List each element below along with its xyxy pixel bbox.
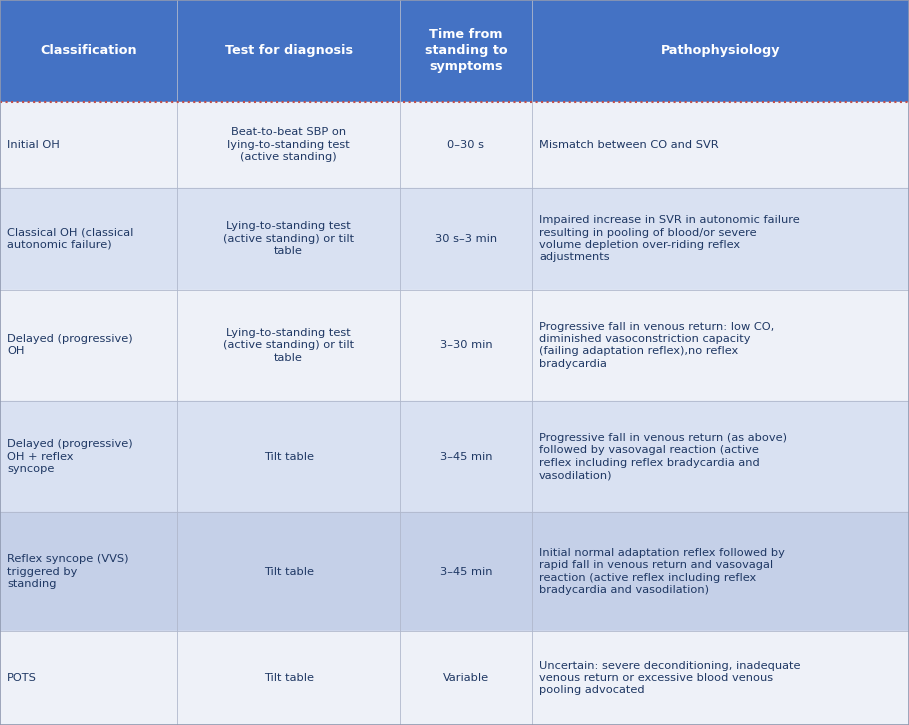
Bar (0, 188, 909, 289)
Text: 3–45 min: 3–45 min (440, 452, 492, 462)
Text: Lying-to-standing test
(active standing) or tilt
table: Lying-to-standing test (active standing)… (223, 328, 355, 362)
Text: Progressive fall in venous return (as above)
followed by vasovagal reaction (act: Progressive fall in venous return (as ab… (539, 433, 787, 480)
Text: Lying-to-standing test
(active standing) or tilt
table: Lying-to-standing test (active standing)… (223, 221, 355, 256)
Text: Reflex syncope (VVS)
triggered by
standing: Reflex syncope (VVS) triggered by standi… (7, 554, 129, 589)
Text: Classical OH (classical
autonomic failure): Classical OH (classical autonomic failur… (7, 228, 134, 250)
Bar (0, 102, 909, 188)
Bar (0, 289, 909, 401)
Text: Variable: Variable (443, 673, 489, 683)
Text: Beat-to-beat SBP on
lying-to-standing test
(active standing): Beat-to-beat SBP on lying-to-standing te… (227, 128, 350, 162)
Text: POTS: POTS (7, 673, 37, 683)
Bar (0, 631, 909, 725)
Text: Delayed (progressive)
OH: Delayed (progressive) OH (7, 334, 133, 357)
Text: Pathophysiology: Pathophysiology (661, 44, 780, 57)
Text: Test for diagnosis: Test for diagnosis (225, 44, 353, 57)
Bar (0, 512, 909, 631)
Text: Initial normal adaptation reflex followed by
rapid fall in venous return and vas: Initial normal adaptation reflex followe… (539, 548, 784, 595)
Text: Tilt table: Tilt table (264, 452, 314, 462)
Text: Tilt table: Tilt table (264, 673, 314, 683)
Bar (0, 0, 909, 102)
Text: Uncertain: severe deconditioning, inadequate
venous return or excessive blood ve: Uncertain: severe deconditioning, inadeq… (539, 660, 801, 695)
Bar (0, 401, 909, 512)
Text: 0–30 s: 0–30 s (447, 140, 484, 150)
Text: 30 s–3 min: 30 s–3 min (435, 233, 497, 244)
Text: 3–30 min: 3–30 min (440, 340, 492, 350)
Text: Impaired increase in SVR in autonomic failure
resulting in pooling of blood/or s: Impaired increase in SVR in autonomic fa… (539, 215, 800, 262)
Text: 3–45 min: 3–45 min (440, 566, 492, 576)
Text: Progressive fall in venous return: low CO,
diminished vasoconstriction capacity
: Progressive fall in venous return: low C… (539, 322, 774, 369)
Text: Initial OH: Initial OH (7, 140, 60, 150)
Text: Classification: Classification (40, 44, 137, 57)
Text: Tilt table: Tilt table (264, 566, 314, 576)
Text: Time from
standing to
symptoms: Time from standing to symptoms (425, 28, 507, 73)
Text: Mismatch between CO and SVR: Mismatch between CO and SVR (539, 140, 719, 150)
Text: Delayed (progressive)
OH + reflex
syncope: Delayed (progressive) OH + reflex syncop… (7, 439, 133, 474)
